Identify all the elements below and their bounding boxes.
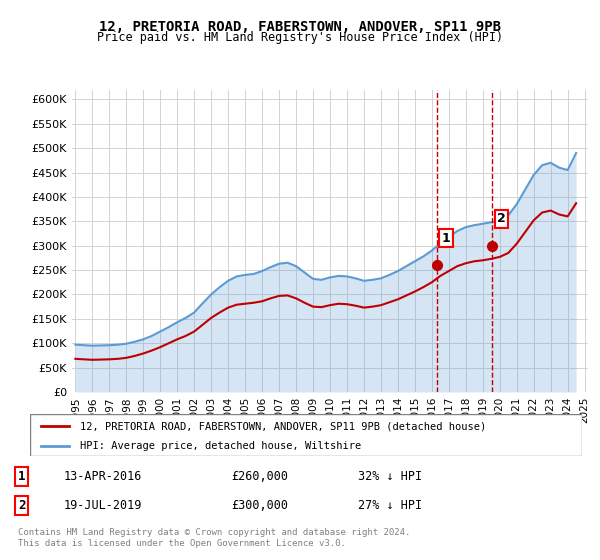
Text: 27% ↓ HPI: 27% ↓ HPI [358, 500, 422, 512]
Text: 13-APR-2016: 13-APR-2016 [64, 470, 142, 483]
Text: Contains HM Land Registry data © Crown copyright and database right 2024.
This d: Contains HM Land Registry data © Crown c… [18, 528, 410, 548]
Text: 2: 2 [497, 212, 506, 225]
Text: 19-JUL-2019: 19-JUL-2019 [64, 500, 142, 512]
Text: 32% ↓ HPI: 32% ↓ HPI [358, 470, 422, 483]
Text: £260,000: £260,000 [231, 470, 288, 483]
Text: 2: 2 [18, 500, 25, 512]
Text: 12, PRETORIA ROAD, FABERSTOWN, ANDOVER, SP11 9PB: 12, PRETORIA ROAD, FABERSTOWN, ANDOVER, … [99, 20, 501, 34]
Text: 1: 1 [18, 470, 25, 483]
Text: Price paid vs. HM Land Registry's House Price Index (HPI): Price paid vs. HM Land Registry's House … [97, 31, 503, 44]
Text: HPI: Average price, detached house, Wiltshire: HPI: Average price, detached house, Wilt… [80, 441, 361, 451]
Text: 12, PRETORIA ROAD, FABERSTOWN, ANDOVER, SP11 9PB (detached house): 12, PRETORIA ROAD, FABERSTOWN, ANDOVER, … [80, 421, 486, 431]
Text: £300,000: £300,000 [231, 500, 288, 512]
FancyBboxPatch shape [30, 414, 582, 456]
Text: 1: 1 [442, 232, 451, 245]
